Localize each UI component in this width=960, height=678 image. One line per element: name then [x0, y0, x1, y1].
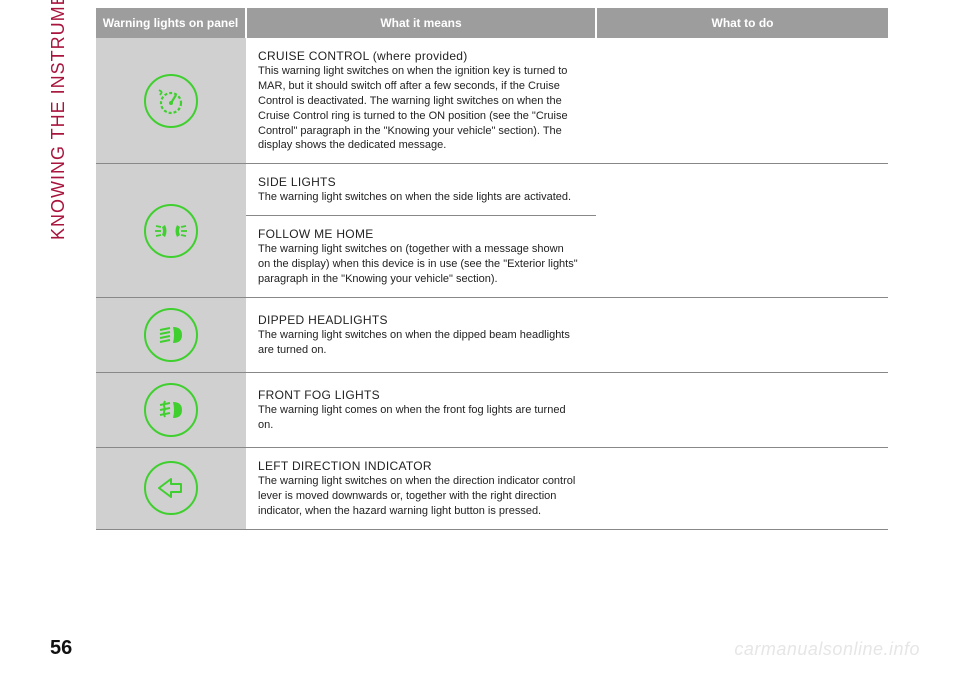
watermark-text: carmanualsonline.info — [734, 639, 920, 660]
row-body: The warning light switches on when the d… — [258, 474, 578, 519]
row-body: The warning light switches on (together … — [258, 242, 578, 287]
meaning-cell: FRONT FOG LIGHTS The warning light comes… — [246, 373, 596, 448]
meaning-cell: CRUISE CONTROL (where provided) This war… — [246, 38, 596, 164]
meaning-cell: LEFT DIRECTION INDICATOR The warning lig… — [246, 448, 596, 530]
todo-cell — [596, 298, 888, 373]
row-title: SIDE LIGHTS — [258, 174, 578, 190]
table-row: SIDE LIGHTS The warning light switches o… — [96, 164, 888, 216]
table-row: DIPPED HEADLIGHTS The warning light swit… — [96, 298, 888, 373]
side-section-label: KNOWING THE INSTRUMENT PANEL — [48, 0, 69, 240]
todo-cell — [596, 164, 888, 298]
row-title: LEFT DIRECTION INDICATOR — [258, 458, 578, 474]
row-body: This warning light switches on when the … — [258, 64, 578, 153]
icon-cell — [96, 448, 246, 530]
cruise-control-icon — [144, 74, 198, 128]
header-col-todo: What to do — [596, 8, 888, 38]
page-number: 56 — [50, 637, 72, 660]
meaning-cell: FOLLOW ME HOME The warning light switche… — [246, 216, 596, 298]
row-title: FOLLOW ME HOME — [258, 226, 578, 242]
row-body: The warning light switches on when the d… — [258, 328, 578, 358]
todo-cell — [596, 373, 888, 448]
header-col-meaning: What it means — [246, 8, 596, 38]
front-fog-lights-icon — [144, 383, 198, 437]
warning-lights-table-wrapper: Warning lights on panel What it means Wh… — [96, 8, 888, 530]
side-lights-icon — [144, 204, 198, 258]
table-row: CRUISE CONTROL (where provided) This war… — [96, 38, 888, 164]
todo-cell — [596, 38, 888, 164]
icon-cell — [96, 373, 246, 448]
table-row: FRONT FOG LIGHTS The warning light comes… — [96, 373, 888, 448]
row-title: DIPPED HEADLIGHTS — [258, 312, 578, 328]
table-row: LEFT DIRECTION INDICATOR The warning lig… — [96, 448, 888, 530]
row-body: The warning light switches on when the s… — [258, 190, 578, 205]
row-title: CRUISE CONTROL (where provided) — [258, 48, 578, 64]
row-body: The warning light comes on when the fron… — [258, 403, 578, 433]
meaning-cell: DIPPED HEADLIGHTS The warning light swit… — [246, 298, 596, 373]
left-direction-indicator-icon — [144, 461, 198, 515]
header-col-icon: Warning lights on panel — [96, 8, 246, 38]
meaning-cell: SIDE LIGHTS The warning light switches o… — [246, 164, 596, 216]
icon-cell — [96, 298, 246, 373]
todo-cell — [596, 448, 888, 530]
icon-cell — [96, 164, 246, 298]
row-title: FRONT FOG LIGHTS — [258, 387, 578, 403]
warning-lights-table: Warning lights on panel What it means Wh… — [96, 8, 888, 530]
icon-cell — [96, 38, 246, 164]
dipped-headlights-icon — [144, 308, 198, 362]
